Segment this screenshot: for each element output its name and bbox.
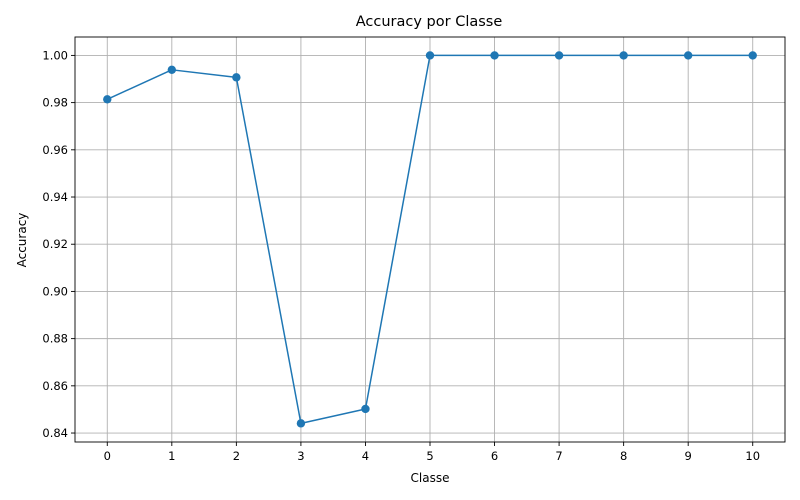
x-tick-label: 6 — [491, 449, 498, 463]
y-tick-label: 0.98 — [42, 96, 68, 110]
x-tick-label: 1 — [168, 449, 175, 463]
plot-frame — [74, 36, 786, 443]
y-tick-label: 0.92 — [42, 237, 68, 251]
data-point — [103, 95, 112, 104]
y-tick-label: 1.00 — [42, 48, 68, 62]
data-point — [296, 419, 306, 428]
data-point — [232, 73, 241, 82]
x-tick-label: 2 — [233, 449, 240, 463]
y-axis-label: Accuracy — [15, 213, 29, 268]
y-tick-label: 0.84 — [42, 426, 68, 440]
x-axis-label: Classe — [411, 471, 450, 485]
chart-title: Accuracy por Classe — [356, 14, 503, 30]
y-tick-label: 0.88 — [42, 332, 68, 346]
x-tick-label: 9 — [685, 449, 692, 463]
x-axis: 0 1 2 3 4 5 6 7 8 9 10 — [104, 442, 760, 463]
x-tick-label: 8 — [620, 449, 627, 463]
x-tick-label: 10 — [745, 449, 760, 463]
x-tick-label: 5 — [426, 449, 433, 463]
data-point — [425, 51, 435, 60]
data-point — [748, 51, 757, 60]
data-point — [361, 404, 370, 414]
data-point — [167, 65, 177, 75]
data-point — [554, 51, 564, 60]
data-point — [490, 51, 499, 60]
data-point — [619, 51, 628, 60]
x-tick-label: 0 — [104, 449, 111, 463]
x-tick-label: 4 — [362, 449, 369, 463]
y-tick-label: 0.86 — [42, 379, 68, 393]
y-tick-label: 0.96 — [42, 143, 68, 157]
x-tick-label: 7 — [555, 449, 562, 463]
x-tick-label: 3 — [297, 449, 304, 463]
y-tick-label: 0.90 — [42, 284, 68, 298]
y-tick-label: 0.94 — [42, 190, 68, 204]
data-point — [683, 51, 693, 60]
series-group — [103, 51, 757, 428]
grid — [75, 37, 785, 442]
y-axis: 0.84 0.86 0.88 0.90 0.92 0.94 0.96 0.98 1.00 — [42, 48, 75, 440]
